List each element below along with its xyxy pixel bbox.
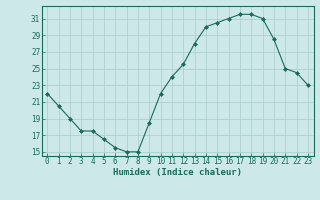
X-axis label: Humidex (Indice chaleur): Humidex (Indice chaleur) [113,168,242,177]
